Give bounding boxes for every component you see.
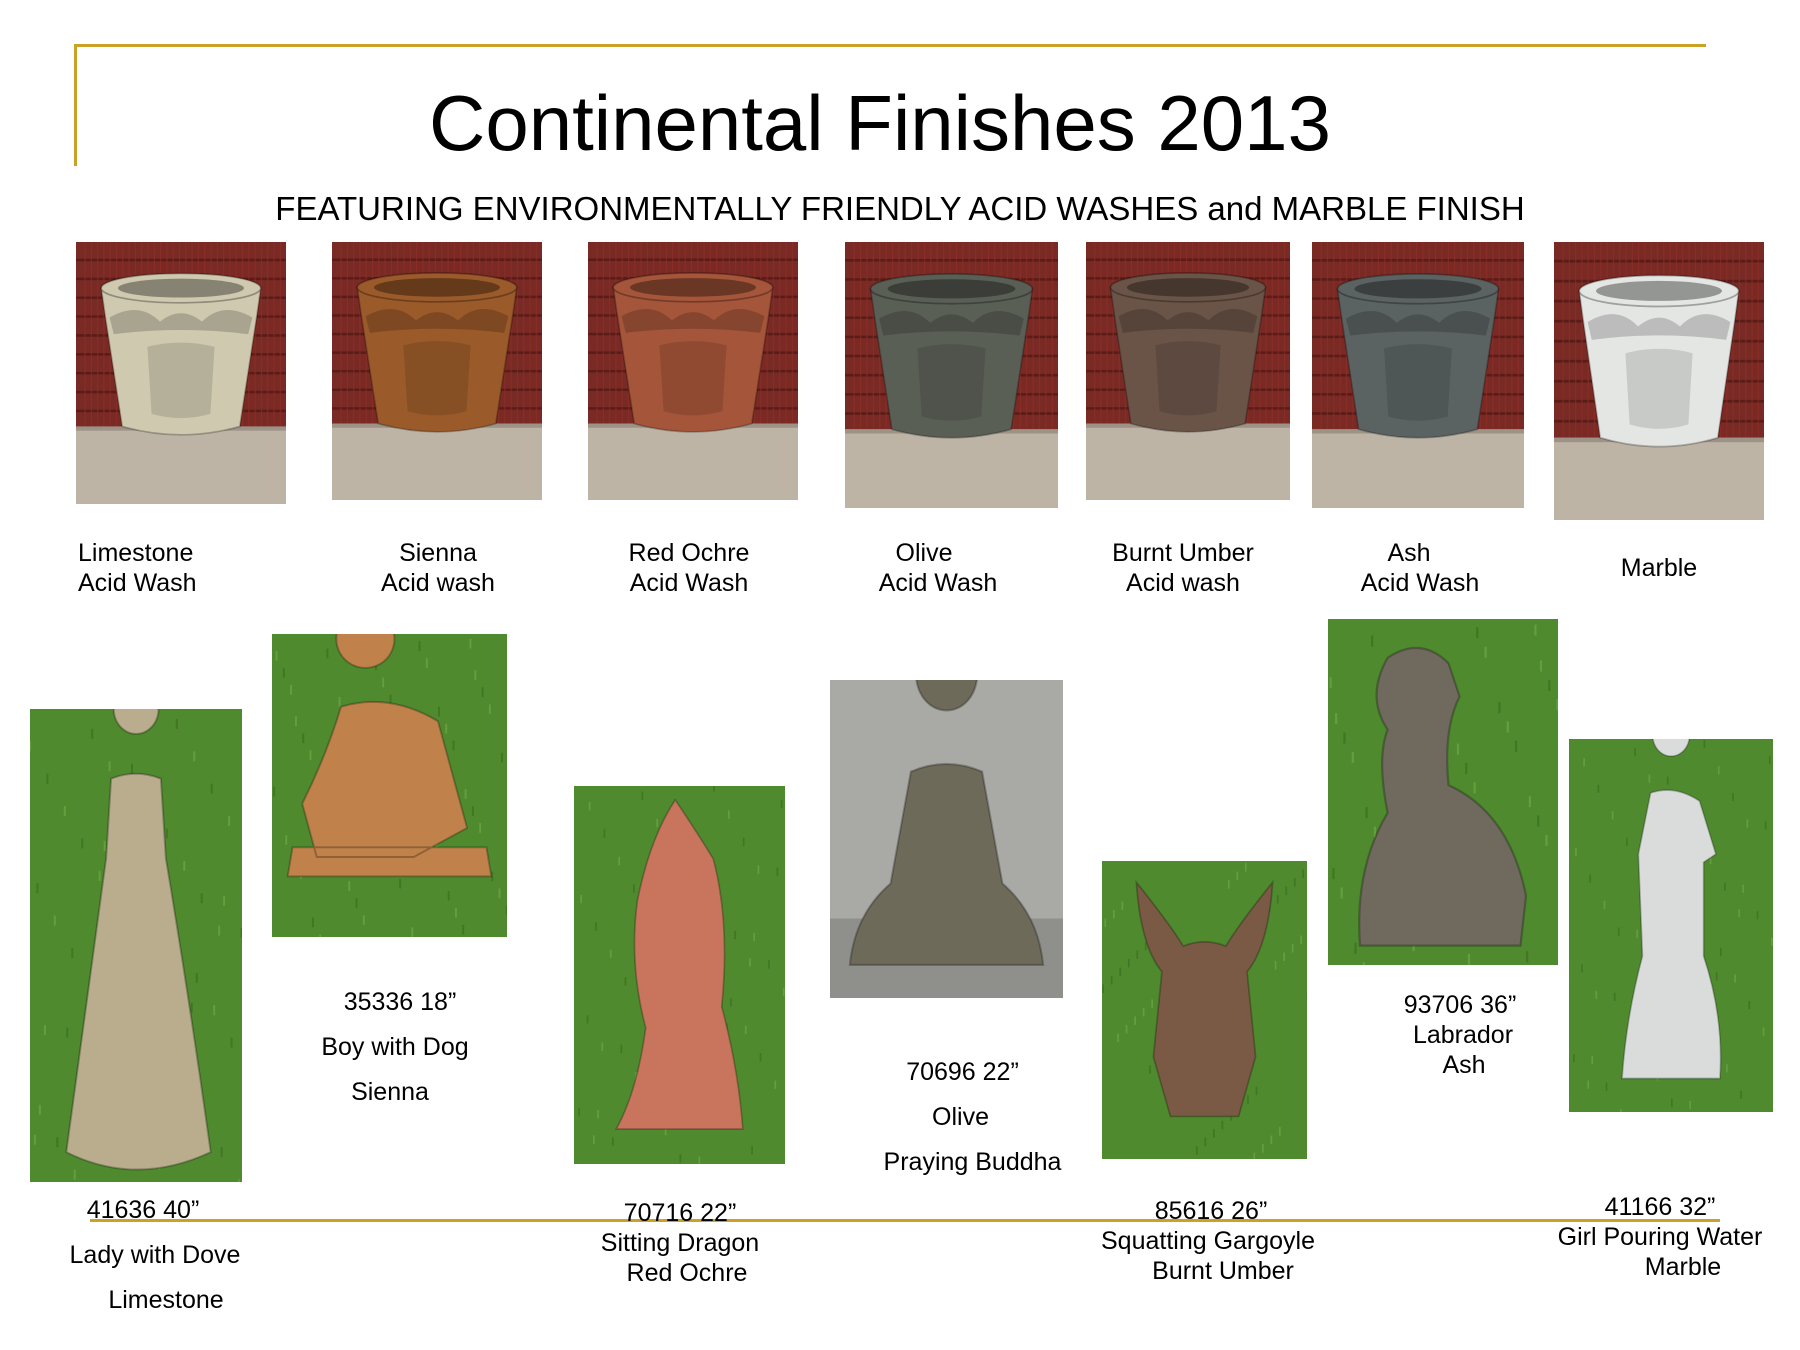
finish-name: Burnt Umber xyxy=(1112,539,1254,567)
boy-with-dog-statue xyxy=(286,634,493,878)
bottom-rule xyxy=(90,1219,1720,1222)
labrador-statue xyxy=(1358,646,1528,947)
statue-finish: Limestone xyxy=(108,1286,224,1314)
left-rule xyxy=(74,44,77,166)
page-title: Continental Finishes 2013 xyxy=(429,79,1331,167)
finish-photo-olive xyxy=(845,242,1058,508)
statue-sku: 35336 18” xyxy=(343,988,457,1016)
finish-type: Acid wash xyxy=(1126,569,1240,597)
sitting-dragon-statue xyxy=(614,798,744,1130)
statue-name: Olive xyxy=(932,1103,989,1131)
statue-caption-squatting-gargoyle: 85616 26” Squatting Gargoyle Burnt Umber xyxy=(1098,1196,1318,1286)
finish-photo-marble xyxy=(1554,242,1764,520)
finish-type: Acid Wash xyxy=(629,569,749,597)
statue-sku: 85616 26” xyxy=(1154,1197,1268,1225)
statue-name: Squatting Gargoyle xyxy=(1100,1227,1316,1255)
statue-caption-lady-with-dove: 41636 40” Lady with Dove Limestone xyxy=(50,1188,260,1323)
statue-sku: 70696 22” xyxy=(906,1058,1019,1086)
statue-finish: Praying Buddha xyxy=(883,1148,1062,1176)
statue-caption-boy-with-dog: 35336 18” Boy with Dog Sienna xyxy=(310,980,480,1115)
finish-photo-red-ochre xyxy=(588,242,798,500)
statue-caption-labrador: 93706 36” Labrador Ash xyxy=(1380,990,1540,1080)
statue-photo-lady-with-dove xyxy=(30,709,242,1182)
finish-caption-limestone: Limestone Acid Wash xyxy=(78,538,197,598)
statue-sku: 41166 32” xyxy=(1604,1193,1716,1221)
statue-caption-girl-pouring-water: 41166 32” Girl Pouring Water Marble xyxy=(1548,1192,1772,1282)
statue-finish: Ash xyxy=(1442,1051,1486,1079)
finish-caption-burnt-umber: Burnt Umber Acid wash xyxy=(1108,538,1258,598)
page-subtitle: FEATURING ENVIRONMENTALLY FRIENDLY ACID … xyxy=(275,190,1525,227)
statue-caption-sitting-dragon: 70716 22” Sitting Dragon Red Ochre xyxy=(590,1198,770,1288)
statue-photo-sitting-dragon xyxy=(574,786,785,1164)
statue-photo-praying-buddha xyxy=(830,680,1063,998)
statue-finish: Burnt Umber xyxy=(1152,1257,1294,1285)
finish-photo-limestone xyxy=(76,242,286,504)
statue-sku: 70716 22” xyxy=(623,1199,737,1227)
squatting-gargoyle-statue xyxy=(1135,879,1274,1118)
finish-photo-burnt-umber xyxy=(1086,242,1290,500)
statue-sku: 93706 36” xyxy=(1403,991,1517,1019)
statue-name: Lady with Dove xyxy=(69,1241,241,1269)
finish-caption-sienna: Sienna Acid wash xyxy=(378,538,498,598)
statue-finish: Marble xyxy=(1644,1253,1722,1281)
finish-type: Acid Wash xyxy=(1360,569,1480,597)
statue-name: Girl Pouring Water xyxy=(1557,1223,1763,1251)
finish-type: Acid wash xyxy=(381,569,495,597)
finish-caption-ash: Ash Acid Wash xyxy=(1358,538,1482,598)
finish-photo-sienna xyxy=(332,242,542,500)
statue-photo-boy-with-dog xyxy=(272,634,507,937)
finish-name: Limestone xyxy=(78,539,194,567)
finish-caption-marble: Marble xyxy=(1604,553,1714,583)
finish-name: Olive xyxy=(895,539,953,567)
praying-buddha-statue xyxy=(848,680,1045,966)
statue-photo-labrador xyxy=(1328,619,1558,965)
girl-pouring-water-statue xyxy=(1621,739,1722,1080)
statue-name: Boy with Dog xyxy=(321,1033,469,1061)
finish-photo-ash xyxy=(1312,242,1524,508)
statue-name: Labrador xyxy=(1412,1021,1514,1049)
finish-name: Ash xyxy=(1387,539,1431,567)
statue-caption-praying-buddha: 70696 22” Olive Praying Buddha xyxy=(870,1050,1075,1185)
finish-name: Marble xyxy=(1620,554,1698,582)
finish-caption-red-ochre: Red Ochre Acid Wash xyxy=(627,538,751,598)
finish-name: Sienna xyxy=(399,539,477,567)
statue-finish: Sienna xyxy=(351,1078,429,1106)
statue-name: Sitting Dragon xyxy=(600,1229,760,1257)
finish-caption-olive: Olive Acid Wash xyxy=(876,538,1000,598)
finish-type: Acid Wash xyxy=(78,569,197,597)
finish-name: Red Ochre xyxy=(628,539,750,567)
statue-finish: Red Ochre xyxy=(626,1259,748,1287)
finish-type: Acid Wash xyxy=(878,569,998,597)
statue-photo-squatting-gargoyle xyxy=(1102,861,1307,1159)
statue-photo-girl-pouring-water xyxy=(1569,739,1773,1112)
top-rule xyxy=(74,44,1706,47)
lady-with-dove-statue xyxy=(65,709,212,1171)
statue-sku: 41636 40” xyxy=(86,1196,200,1224)
